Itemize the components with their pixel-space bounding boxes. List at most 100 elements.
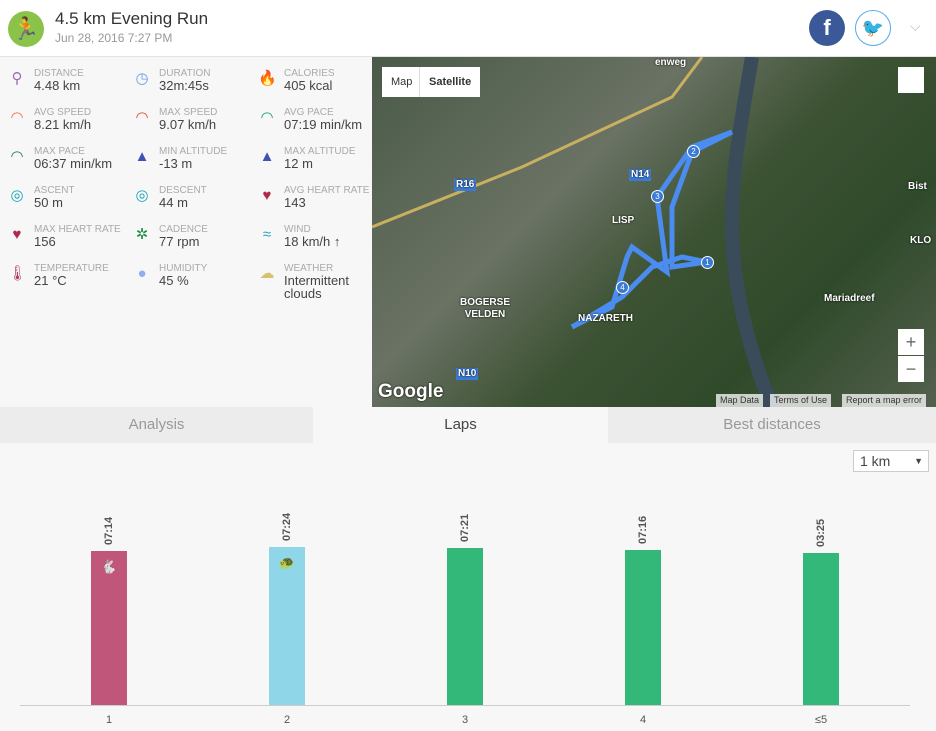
- lap-bar[interactable]: [803, 553, 839, 705]
- lap-number-label: 2: [283, 714, 291, 726]
- stat-temperature: 🌡 Temperature 21 °C: [0, 253, 124, 292]
- map-place-label: Mariadreef: [824, 293, 875, 304]
- zoom-out-button[interactable]: −: [898, 356, 924, 382]
- stat-label: Max altitude: [284, 146, 356, 157]
- speedometer-icon: ◠: [10, 109, 24, 126]
- stat-label: Temperature: [34, 263, 109, 274]
- stat-value: 77 rpm: [159, 234, 200, 249]
- map-type-map-button[interactable]: Map: [382, 67, 420, 97]
- ascent-compass-icon: ◎: [10, 187, 24, 204]
- stat-wind: ≈ Wind 18 km/h ↑: [250, 214, 374, 253]
- stat-weather: ☁ Weather Intermittent clouds: [250, 253, 374, 300]
- mountain-high-icon: ▲: [259, 148, 275, 165]
- map-place-label: R16: [454, 179, 477, 191]
- stat-value: 32m:45s: [159, 78, 209, 93]
- mountain-low-icon: ▲: [134, 148, 150, 165]
- stat-value: 12 m: [284, 156, 313, 171]
- stat-value: 405 kcal: [284, 78, 333, 93]
- stat-label: Ascent: [34, 185, 75, 196]
- flame-icon: 🔥: [258, 70, 277, 87]
- stat-max-heart-rate: ♥ Max heart rate 156: [0, 214, 124, 253]
- map-place-label: N10: [456, 368, 479, 380]
- stat-duration: ◷ Duration 32m:45s: [125, 58, 249, 97]
- lap-time-label: 07:14: [103, 516, 115, 545]
- stat-value: -13 m: [159, 156, 193, 171]
- stat-max-altitude: ▲ Max altitude 12 m: [250, 136, 374, 175]
- lap-bar[interactable]: [625, 549, 661, 705]
- tab-best-distances[interactable]: Best distances: [608, 407, 936, 443]
- stat-avg-pace: ◠ Avg pace 07:19 min/km: [250, 97, 374, 136]
- rabbit-icon: 🐇: [100, 558, 118, 574]
- pace-gauge-icon: ◠: [260, 109, 274, 126]
- terms-link[interactable]: Terms of Use: [770, 394, 832, 407]
- pace-gauge-icon: ◠: [10, 148, 24, 165]
- map-place-label: NAZARETH: [578, 313, 633, 324]
- lap-marker[interactable]: 2: [687, 145, 700, 158]
- tab-analysis[interactable]: Analysis: [0, 407, 313, 443]
- stat-descent: ◎ Descent 44 m: [125, 175, 249, 214]
- map-place-label: BOGERSE VELDEN: [459, 297, 510, 320]
- stat-value: 8.21 km/h: [34, 117, 92, 132]
- lap-bar[interactable]: 🐢: [269, 547, 305, 705]
- stat-calories: 🔥 Calories 405 kcal: [250, 58, 374, 97]
- map-place-label: KLO: [910, 235, 932, 246]
- partly-cloudy-icon: ☁: [259, 265, 275, 282]
- map-place-label: N14: [629, 169, 652, 181]
- stat-value: 50 m: [34, 195, 63, 210]
- map-overlay: [372, 57, 779, 407]
- speedometer-icon: ◠: [135, 109, 149, 126]
- chart-baseline: [20, 705, 910, 706]
- route-map[interactable]: LISP BOGERSE VELDEN NAZARETH N14 R16 N10 Maria…: [372, 57, 936, 407]
- stat-label: Wind: [284, 224, 311, 235]
- stat-label: Descent: [159, 185, 207, 196]
- lap-bar[interactable]: 🐇: [91, 550, 127, 705]
- chevron-down-icon[interactable]: ⌵: [910, 18, 921, 34]
- stat-label: Max pace: [34, 146, 85, 157]
- stat-min-altitude: ▲ Min altitude -13 m: [125, 136, 249, 175]
- map-place-label: LISP: [612, 215, 635, 226]
- twitter-share-button[interactable]: 🐦: [855, 10, 891, 46]
- lap-number-label: 1: [105, 714, 113, 726]
- stat-value: 4.48 km: [34, 78, 81, 93]
- activity-title: 4.5 km Evening Run: [55, 9, 209, 28]
- stat-max-pace: ◠ Max pace 06:37 min/km: [0, 136, 124, 175]
- tab-bar: Analysis Laps Best distances: [0, 407, 936, 443]
- heart-icon: ♥: [262, 187, 272, 204]
- report-map-error-link[interactable]: Report a map error: [842, 394, 927, 407]
- lap-number-label: ≤5: [814, 714, 828, 726]
- stat-value: 18 km/h ↑: [284, 234, 341, 249]
- stat-label: Weather: [284, 263, 334, 274]
- lap-bar[interactable]: [447, 548, 483, 705]
- stat-label: Min altitude: [159, 146, 228, 157]
- map-type-satellite-button[interactable]: Satellite: [420, 67, 481, 97]
- lap-marker[interactable]: 4: [616, 281, 629, 294]
- wind-icon: ≈: [262, 226, 272, 243]
- stat-label: Duration: [159, 68, 211, 79]
- map-data-link[interactable]: Map Data: [716, 394, 764, 407]
- lap-marker[interactable]: 3: [651, 190, 664, 203]
- stat-value: 21 °C: [34, 273, 67, 288]
- lap-number-label: 3: [461, 714, 469, 726]
- map-place-label: Bist: [908, 181, 927, 192]
- split-distance-select[interactable]: 1 km ▼: [853, 450, 929, 472]
- stat-value: 44 m: [159, 195, 188, 210]
- stat-avg-speed: ◠ Avg speed 8.21 km/h: [0, 97, 124, 136]
- facebook-share-button[interactable]: f: [809, 10, 845, 46]
- header: 🏃 4.5 km Evening Run Jun 28, 2016 7:27 P…: [0, 0, 936, 57]
- lap-marker[interactable]: 1: [701, 256, 714, 269]
- lap-time-label: 07:24: [281, 512, 293, 541]
- stat-value: Intermittent clouds: [284, 273, 350, 301]
- fullscreen-button[interactable]: [898, 67, 924, 93]
- zoom-in-button[interactable]: +: [898, 329, 924, 355]
- stat-cadence: ✲ Cadence 77 rpm: [125, 214, 249, 253]
- stat-label: Avg heart rate: [284, 185, 370, 196]
- lap-time-label: 07:16: [637, 515, 649, 544]
- tab-laps[interactable]: Laps: [313, 407, 608, 443]
- lap-number-label: 4: [639, 714, 647, 726]
- running-icon: 🏃: [8, 11, 44, 47]
- stat-label: Distance: [34, 68, 84, 79]
- descent-compass-icon: ◎: [135, 187, 149, 204]
- stat-avg-heart-rate: ♥ Avg heart rate 143: [250, 175, 374, 214]
- stat-ascent: ◎ Ascent 50 m: [0, 175, 124, 214]
- heart-icon: ♥: [12, 226, 22, 243]
